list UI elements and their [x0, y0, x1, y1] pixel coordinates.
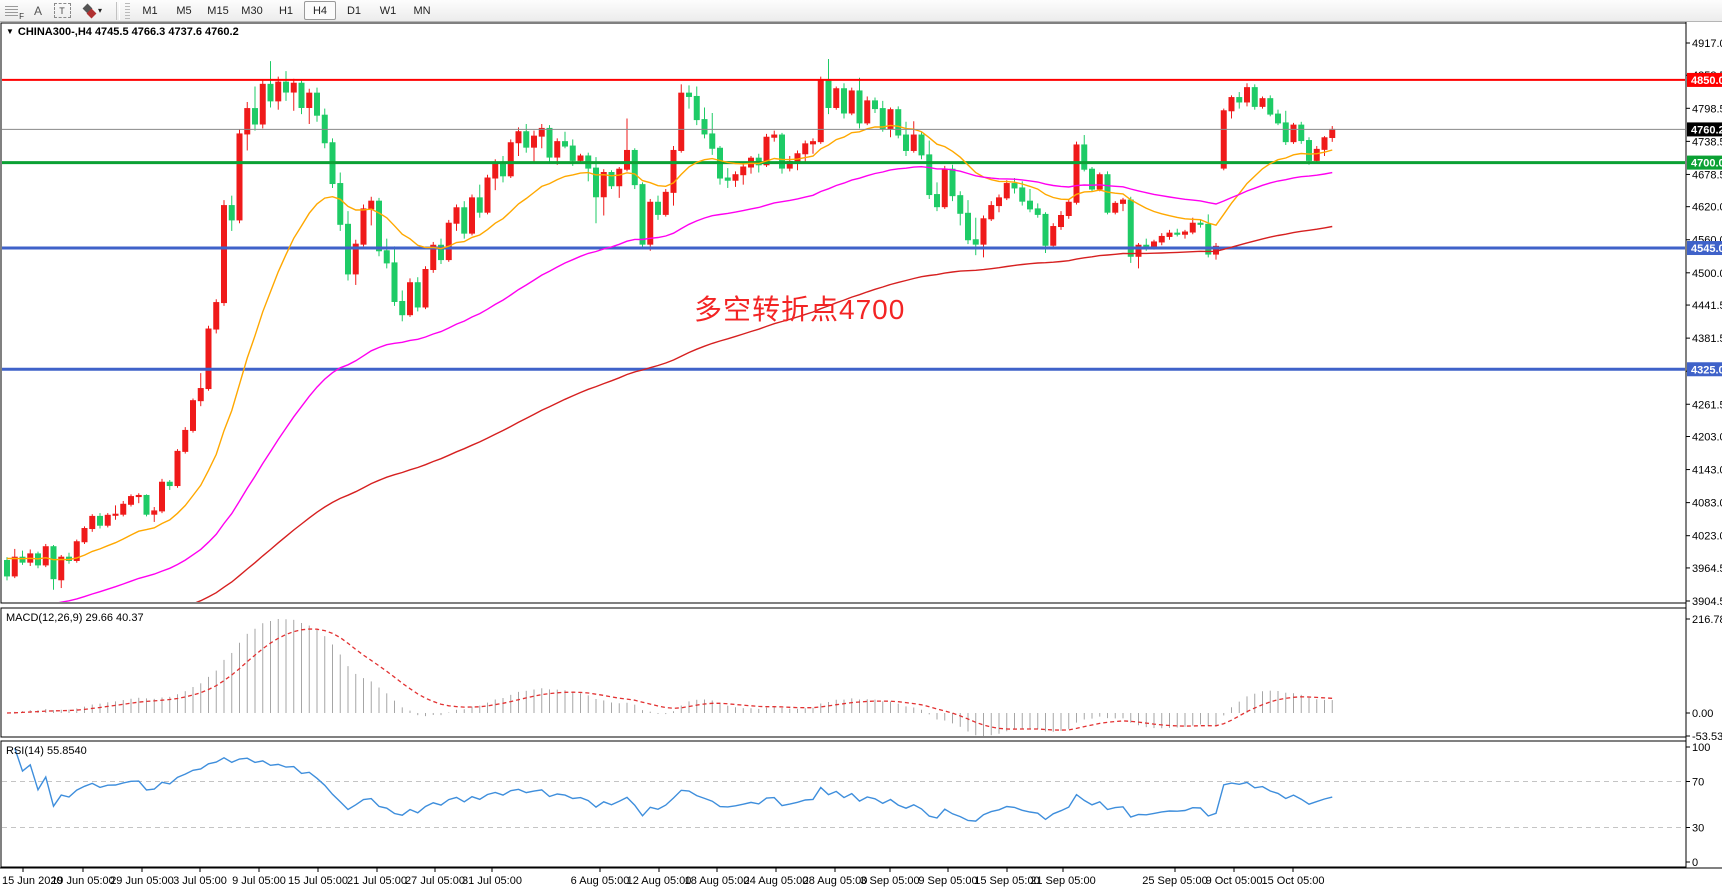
- time-axis-label: 21 Sep 05:00: [1030, 875, 1095, 887]
- price-axis-label: 4917.0: [1692, 38, 1722, 50]
- svg-text:4760.2: 4760.2: [1691, 124, 1722, 136]
- timeframe-button-W1[interactable]: W1: [379, 4, 397, 17]
- chart-dropdown-icon[interactable]: ▼: [6, 27, 14, 36]
- price-axis-label: 4143.0: [1692, 465, 1722, 477]
- chart-canvas[interactable]: 4917.04858.54798.54738.54678.54620.04560…: [0, 22, 1722, 891]
- macd-axis-label: 216.78: [1692, 614, 1722, 626]
- toolbar: F A T ▾ M1 M5 M15 M30 H1 H4 D1 W1 MN: [0, 0, 1722, 22]
- fibonacci-f-label: F: [19, 11, 24, 21]
- time-axis-label: 31 Jul 05:00: [462, 875, 522, 887]
- rsi-axis[interactable]: 100 70 30 0: [1686, 742, 1710, 869]
- price-axis[interactable]: 4917.04858.54798.54738.54678.54620.04560…: [1686, 38, 1722, 608]
- rsi-line: [14, 747, 1333, 822]
- rsi-panel: [0, 740, 1687, 868]
- price-axis-label: 4500.0: [1692, 268, 1722, 280]
- rsi-axis-label: 70: [1692, 777, 1704, 789]
- moving-average-fast: [6, 124, 1333, 561]
- macd-axis-label: -53.53: [1692, 731, 1722, 743]
- price-axis-label: 4441.5: [1692, 300, 1722, 312]
- arrows-tool-button[interactable]: ▾: [75, 1, 111, 21]
- time-axis-label: 12 Aug 05:00: [627, 875, 692, 887]
- time-axis-label: 28 Aug 05:00: [803, 875, 868, 887]
- moving-average-medium: [58, 165, 1333, 602]
- toolbar-grip: [125, 2, 130, 19]
- price-axis-label: 4678.5: [1692, 169, 1722, 181]
- time-axis-label: 19 Jun 05:00: [51, 875, 115, 887]
- chart-window[interactable]: ▼ CHINA300-,H4 4745.5 4766.3 4737.6 4760.…: [0, 22, 1722, 891]
- main-panel: [0, 22, 1687, 604]
- price-axis-label: 4620.0: [1692, 202, 1722, 214]
- price-axis-label: 4798.5: [1692, 103, 1722, 115]
- timeframe-button-M5[interactable]: M5: [176, 4, 192, 17]
- time-axis-label: 18 Aug 05:00: [685, 875, 750, 887]
- price-badge-4325.0: 4325.0: [1687, 362, 1722, 377]
- timeframe-button-M30[interactable]: M30: [241, 4, 263, 17]
- timeframe-button-MN[interactable]: MN: [413, 4, 431, 17]
- timeframe-button-H1[interactable]: H1: [278, 4, 294, 17]
- macd-histogram: [14, 619, 1333, 736]
- timeframe-group: M1 M5 M15 M30 H1 H4 D1 W1 MN: [133, 1, 439, 20]
- rsi-label: RSI(14) 55.8540: [6, 745, 87, 757]
- svg-text:4545.0: 4545.0: [1691, 243, 1722, 255]
- price-axis-label: 3904.5: [1692, 596, 1722, 608]
- rsi-axis-label: 0: [1692, 857, 1698, 869]
- text-icon: A: [33, 3, 42, 18]
- time-axis-label: 15 Jul 05:00: [288, 875, 348, 887]
- price-badge-4545.0: 4545.0: [1687, 241, 1722, 256]
- price-badge-4850.0: 4850.0: [1687, 72, 1722, 87]
- chart-title: ▼ CHINA300-,H4 4745.5 4766.3 4737.6 4760.…: [6, 26, 239, 38]
- time-axis-label: 15 Jun 2020: [2, 875, 63, 887]
- price-axis-label: 4023.0: [1692, 531, 1722, 543]
- time-axis-label: 15 Oct 05:00: [1262, 875, 1325, 887]
- toolbar-separator: [116, 1, 120, 20]
- timeframe-button-M15[interactable]: M15: [207, 4, 229, 17]
- time-axis-label: 15 Sep 05:00: [974, 875, 1039, 887]
- text-label-icon: T: [53, 3, 71, 18]
- time-axis-label: 24 Aug 05:00: [744, 875, 809, 887]
- time-axis-label: 29 Jun 05:00: [110, 875, 174, 887]
- draw-text-button[interactable]: A: [27, 1, 49, 21]
- time-axis-label: 6 Aug 05:00: [571, 875, 630, 887]
- macd-panel: [0, 607, 1687, 738]
- price-axis-label: 4083.0: [1692, 498, 1722, 510]
- moving-average-slow: [195, 225, 1333, 602]
- time-axis-label: 3 Sep 05:00: [860, 875, 919, 887]
- time-axis-label: 21 Jul 05:00: [347, 875, 407, 887]
- price-badge-4760.2: 4760.2: [1687, 122, 1722, 137]
- svg-text:4850.0: 4850.0: [1691, 75, 1722, 87]
- text-label-button[interactable]: T: [51, 1, 73, 21]
- timeframe-button-M1[interactable]: M1: [142, 4, 158, 17]
- price-axis-label: 4261.5: [1692, 399, 1722, 411]
- macd-axis-label: 0.00: [1692, 708, 1713, 720]
- chevron-down-icon: ▾: [97, 6, 102, 15]
- price-axis-label: 4203.0: [1692, 431, 1722, 443]
- fibonacci-retracement-button[interactable]: F: [1, 1, 25, 21]
- rsi-axis-label: 30: [1692, 823, 1704, 835]
- time-axis-label: 3 Jul 05:00: [173, 875, 227, 887]
- time-axis-label: 25 Sep 05:00: [1142, 875, 1207, 887]
- timeframe-button-H4[interactable]: H4: [304, 1, 336, 20]
- price-axis-label: 4738.5: [1692, 136, 1722, 148]
- time-axis-label: 27 Jul 05:00: [405, 875, 465, 887]
- chart-text-annotation[interactable]: 多空转折点4700: [694, 294, 906, 325]
- svg-text:4325.0: 4325.0: [1691, 364, 1722, 376]
- symbol-ohlc-text: CHINA300-,H4 4745.5 4766.3 4737.6 4760.2: [17, 26, 239, 38]
- macd-signal-line: [6, 628, 1333, 731]
- timeframe-button-D1[interactable]: D1: [346, 4, 362, 17]
- macd-label: MACD(12,26,9) 29.66 40.37: [6, 612, 144, 624]
- svg-text:4700.0: 4700.0: [1691, 158, 1722, 170]
- price-axis-label: 3964.5: [1692, 563, 1722, 575]
- macd-axis[interactable]: 216.78 0.00 -53.53: [1686, 614, 1722, 743]
- rsi-axis-label: 100: [1692, 742, 1710, 754]
- time-axis-label: 9 Oct 05:00: [1206, 875, 1263, 887]
- price-axis-label: 4381.5: [1692, 333, 1722, 345]
- time-axis-label: 9 Jul 05:00: [232, 875, 286, 887]
- price-badge-4700.0: 4700.0: [1687, 155, 1722, 170]
- fibonacci-lines-icon: [5, 5, 18, 17]
- time-axis-label: 9 Sep 05:00: [918, 875, 977, 887]
